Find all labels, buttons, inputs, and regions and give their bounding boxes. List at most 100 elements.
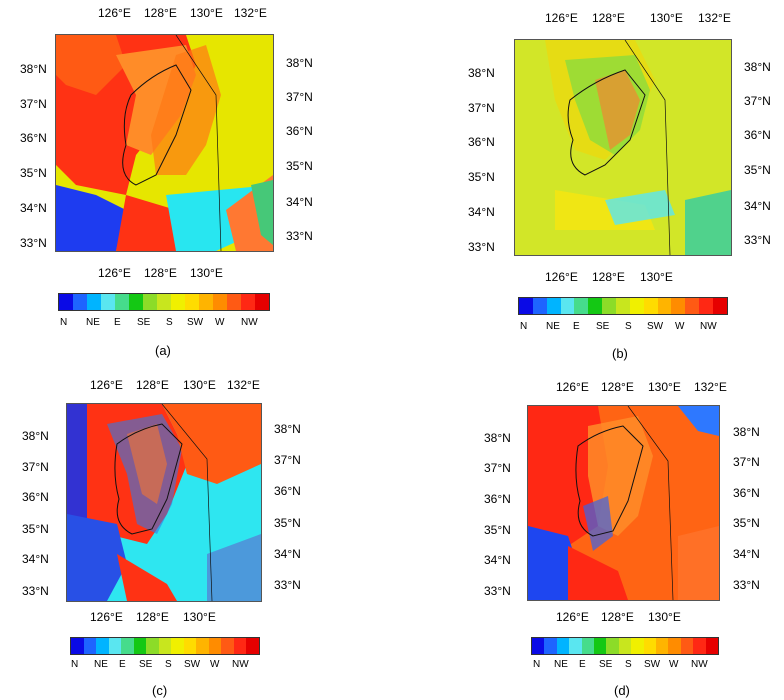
- colorbar-tick: W: [669, 659, 679, 670]
- lat-label-left: 36°N: [22, 490, 49, 504]
- colorbar-tick: N: [520, 321, 528, 332]
- colorbar-a: [58, 293, 270, 311]
- lon-label-bottom: 130°E: [183, 610, 216, 624]
- lon-label-top: 132°E: [234, 6, 267, 20]
- lon-label-bottom: 130°E: [640, 270, 673, 284]
- lon-label-top: 130°E: [190, 6, 223, 20]
- lat-label-right: 34°N: [274, 547, 301, 561]
- lat-label-right: 37°N: [733, 455, 760, 469]
- lat-label-left: 34°N: [20, 201, 47, 215]
- lat-label-left: 35°N: [468, 170, 495, 184]
- lat-label-left: 35°N: [22, 522, 49, 536]
- colorbar-d: [531, 637, 719, 655]
- wind-direction-map-c: [66, 403, 262, 602]
- colorbar-tick: N: [533, 659, 541, 670]
- wind-direction-map-a: [55, 34, 274, 252]
- lat-label-left: 38°N: [22, 429, 49, 443]
- lat-label-left: 33°N: [22, 584, 49, 598]
- lon-label-bottom: 128°E: [592, 270, 625, 284]
- colorbar-tick: SW: [644, 659, 661, 670]
- colorbar-tick: N: [60, 317, 68, 328]
- lat-label-right: 37°N: [286, 90, 313, 104]
- lat-label-left: 33°N: [484, 584, 511, 598]
- lat-label-right: 35°N: [744, 163, 771, 177]
- lon-label-top: 126°E: [90, 378, 123, 392]
- lat-label-left: 36°N: [468, 135, 495, 149]
- lat-label-right: 33°N: [286, 229, 313, 243]
- lat-label-right: 34°N: [733, 547, 760, 561]
- lon-label-top: 130°E: [648, 380, 681, 394]
- colorbar-tick: NW: [691, 659, 708, 670]
- lat-label-left: 33°N: [468, 240, 495, 254]
- colorbar-tick: S: [625, 659, 632, 670]
- lat-label-left: 37°N: [22, 460, 49, 474]
- lat-label-left: 37°N: [484, 461, 511, 475]
- colorbar-tick: S: [625, 321, 632, 332]
- lat-label-left: 35°N: [484, 523, 511, 537]
- colorbar-b: [518, 297, 728, 315]
- colorbar-tick: SW: [187, 317, 204, 328]
- panel-caption: (c): [152, 683, 168, 698]
- lat-label-left: 34°N: [468, 205, 495, 219]
- lat-label-right: 35°N: [286, 159, 313, 173]
- lat-label-right: 35°N: [274, 516, 301, 530]
- colorbar-tick: W: [675, 321, 685, 332]
- lat-label-right: 35°N: [733, 516, 760, 530]
- colorbar-tick: SE: [137, 317, 151, 328]
- lat-label-left: 35°N: [20, 166, 47, 180]
- colorbar-tick: W: [210, 659, 220, 670]
- colorbar-tick: E: [114, 317, 121, 328]
- wind-direction-map-b: [514, 39, 732, 256]
- lon-label-top: 126°E: [98, 6, 131, 20]
- lon-label-bottom: 130°E: [648, 610, 681, 624]
- lat-label-left: 34°N: [484, 553, 511, 567]
- lat-label-right: 33°N: [744, 233, 771, 247]
- wind-direction-map-d: [527, 405, 720, 601]
- panel-caption: (b): [612, 346, 628, 361]
- lat-label-right: 36°N: [744, 128, 771, 142]
- lon-label-top: 128°E: [144, 6, 177, 20]
- lon-label-top: 130°E: [183, 378, 216, 392]
- colorbar-tick: NE: [94, 659, 108, 670]
- lat-label-right: 37°N: [274, 453, 301, 467]
- colorbar-tick: S: [166, 317, 173, 328]
- colorbar-tick: N: [71, 659, 79, 670]
- lat-label-left: 37°N: [20, 97, 47, 111]
- colorbar-tick: SE: [599, 659, 613, 670]
- colorbar-tick: W: [215, 317, 225, 328]
- colorbar-tick: E: [573, 321, 580, 332]
- lat-label-right: 36°N: [733, 486, 760, 500]
- lon-label-top: 132°E: [698, 11, 731, 25]
- colorbar-tick: NE: [86, 317, 100, 328]
- colorbar-tick: S: [165, 659, 172, 670]
- colorbar-tick: E: [579, 659, 586, 670]
- lon-label-bottom: 130°E: [190, 266, 223, 280]
- lat-label-left: 38°N: [484, 431, 511, 445]
- lat-label-left: 38°N: [20, 62, 47, 76]
- colorbar-tick: SW: [184, 659, 201, 670]
- lon-label-bottom: 128°E: [144, 266, 177, 280]
- lon-label-top: 132°E: [227, 378, 260, 392]
- lon-label-bottom: 128°E: [601, 610, 634, 624]
- colorbar-tick: SE: [596, 321, 610, 332]
- lat-label-right: 37°N: [744, 94, 771, 108]
- colorbar-tick: SE: [139, 659, 153, 670]
- lon-label-bottom: 126°E: [90, 610, 123, 624]
- lon-label-top: 126°E: [545, 11, 578, 25]
- lat-label-left: 36°N: [20, 131, 47, 145]
- lat-label-right: 34°N: [744, 199, 771, 213]
- colorbar-tick: NW: [232, 659, 249, 670]
- lat-label-left: 33°N: [20, 236, 47, 250]
- lat-label-left: 34°N: [22, 552, 49, 566]
- colorbar-tick: SW: [647, 321, 664, 332]
- panel-caption: (d): [614, 683, 630, 698]
- lon-label-bottom: 126°E: [98, 266, 131, 280]
- colorbar-tick: NE: [546, 321, 560, 332]
- lat-label-left: 37°N: [468, 101, 495, 115]
- lon-label-top: 130°E: [650, 11, 683, 25]
- colorbar-tick: NE: [554, 659, 568, 670]
- lon-label-bottom: 126°E: [545, 270, 578, 284]
- lat-label-left: 36°N: [484, 492, 511, 506]
- lon-label-top: 128°E: [136, 378, 169, 392]
- lon-label-top: 128°E: [601, 380, 634, 394]
